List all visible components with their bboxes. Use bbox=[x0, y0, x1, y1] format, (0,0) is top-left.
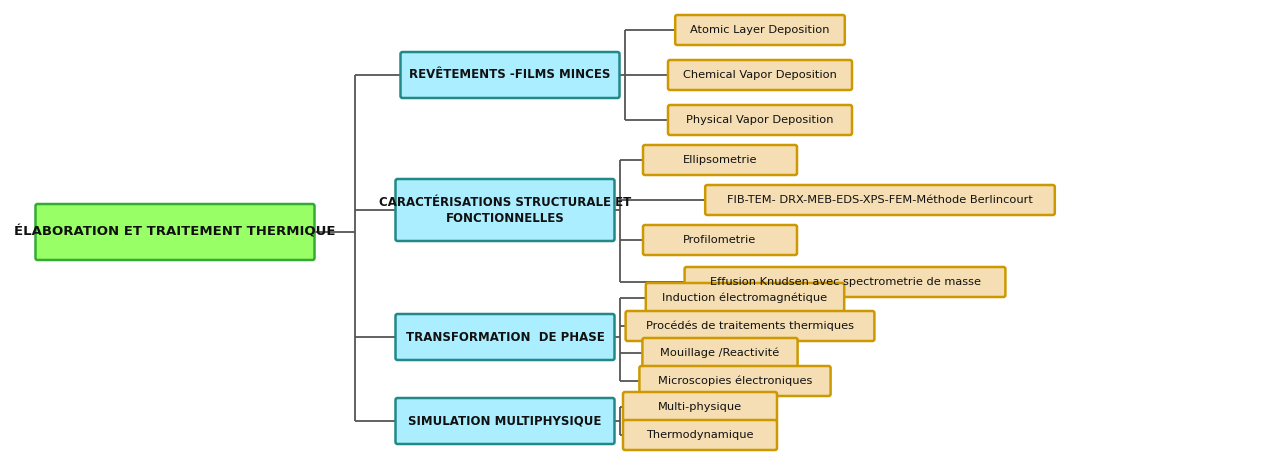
Text: CARACTÉRISATIONS STRUCTURALE ET
FONCTIONNELLES: CARACTÉRISATIONS STRUCTURALE ET FONCTION… bbox=[378, 195, 631, 225]
FancyBboxPatch shape bbox=[668, 60, 852, 90]
FancyBboxPatch shape bbox=[400, 52, 620, 98]
Text: FIB-TEM- DRX-MEB-EDS-XPS-FEM-Méthode Berlincourt: FIB-TEM- DRX-MEB-EDS-XPS-FEM-Méthode Ber… bbox=[727, 195, 1033, 205]
FancyBboxPatch shape bbox=[622, 420, 777, 450]
FancyBboxPatch shape bbox=[643, 225, 797, 255]
Text: Chemical Vapor Deposition: Chemical Vapor Deposition bbox=[682, 70, 837, 80]
Text: Effusion Knudsen avec spectrometrie de masse: Effusion Knudsen avec spectrometrie de m… bbox=[709, 277, 980, 287]
Text: Ellipsometrie: Ellipsometrie bbox=[682, 155, 758, 165]
Text: ÉLABORATION ET TRAITEMENT THERMIQUE: ÉLABORATION ET TRAITEMENT THERMIQUE bbox=[14, 225, 336, 238]
Text: Profilometrie: Profilometrie bbox=[684, 235, 757, 245]
FancyBboxPatch shape bbox=[668, 105, 852, 135]
Text: SIMULATION MULTIPHYSIQUE: SIMULATION MULTIPHYSIQUE bbox=[408, 414, 602, 427]
FancyBboxPatch shape bbox=[645, 283, 845, 313]
FancyBboxPatch shape bbox=[639, 366, 831, 396]
FancyBboxPatch shape bbox=[643, 145, 797, 175]
FancyBboxPatch shape bbox=[36, 204, 314, 260]
Text: Mouillage /Reactivité: Mouillage /Reactivité bbox=[661, 348, 780, 358]
Text: TRANSFORMATION  DE PHASE: TRANSFORMATION DE PHASE bbox=[405, 331, 604, 343]
FancyBboxPatch shape bbox=[705, 185, 1054, 215]
FancyBboxPatch shape bbox=[622, 392, 777, 422]
FancyBboxPatch shape bbox=[395, 314, 615, 360]
Text: Physical Vapor Deposition: Physical Vapor Deposition bbox=[686, 115, 833, 125]
Text: Thermodynamique: Thermodynamique bbox=[647, 430, 754, 440]
FancyBboxPatch shape bbox=[675, 15, 845, 45]
FancyBboxPatch shape bbox=[395, 398, 615, 444]
FancyBboxPatch shape bbox=[685, 267, 1006, 297]
Text: Multi-physique: Multi-physique bbox=[658, 402, 743, 412]
FancyBboxPatch shape bbox=[626, 311, 874, 341]
Text: Atomic Layer Deposition: Atomic Layer Deposition bbox=[690, 25, 829, 35]
Text: Induction électromagnétique: Induction électromagnétique bbox=[662, 293, 828, 303]
FancyBboxPatch shape bbox=[643, 338, 797, 368]
Text: Procédés de traitements thermiques: Procédés de traitements thermiques bbox=[645, 321, 854, 331]
Text: REVÊTEMENTS -FILMS MINCES: REVÊTEMENTS -FILMS MINCES bbox=[409, 69, 611, 82]
Text: Microscopies électroniques: Microscopies électroniques bbox=[658, 376, 813, 386]
FancyBboxPatch shape bbox=[395, 179, 615, 241]
